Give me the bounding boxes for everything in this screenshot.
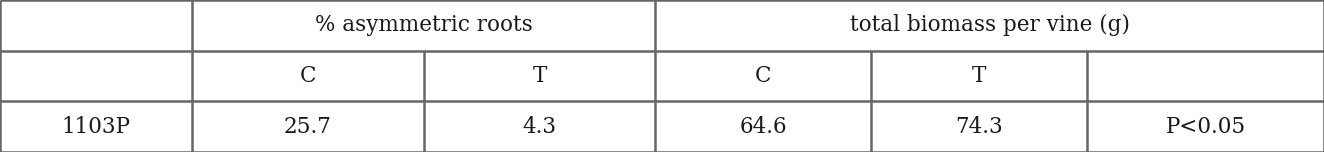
Text: 25.7: 25.7 xyxy=(283,116,332,138)
Text: total biomass per vine (g): total biomass per vine (g) xyxy=(850,14,1129,36)
Text: 4.3: 4.3 xyxy=(523,116,556,138)
Text: T: T xyxy=(972,65,986,87)
Text: P<0.05: P<0.05 xyxy=(1165,116,1246,138)
Text: T: T xyxy=(532,65,547,87)
Text: 1103P: 1103P xyxy=(61,116,131,138)
Text: 64.6: 64.6 xyxy=(740,116,786,138)
Text: C: C xyxy=(299,65,316,87)
Text: % asymmetric roots: % asymmetric roots xyxy=(315,14,532,36)
Text: 74.3: 74.3 xyxy=(955,116,1004,138)
Text: C: C xyxy=(755,65,772,87)
